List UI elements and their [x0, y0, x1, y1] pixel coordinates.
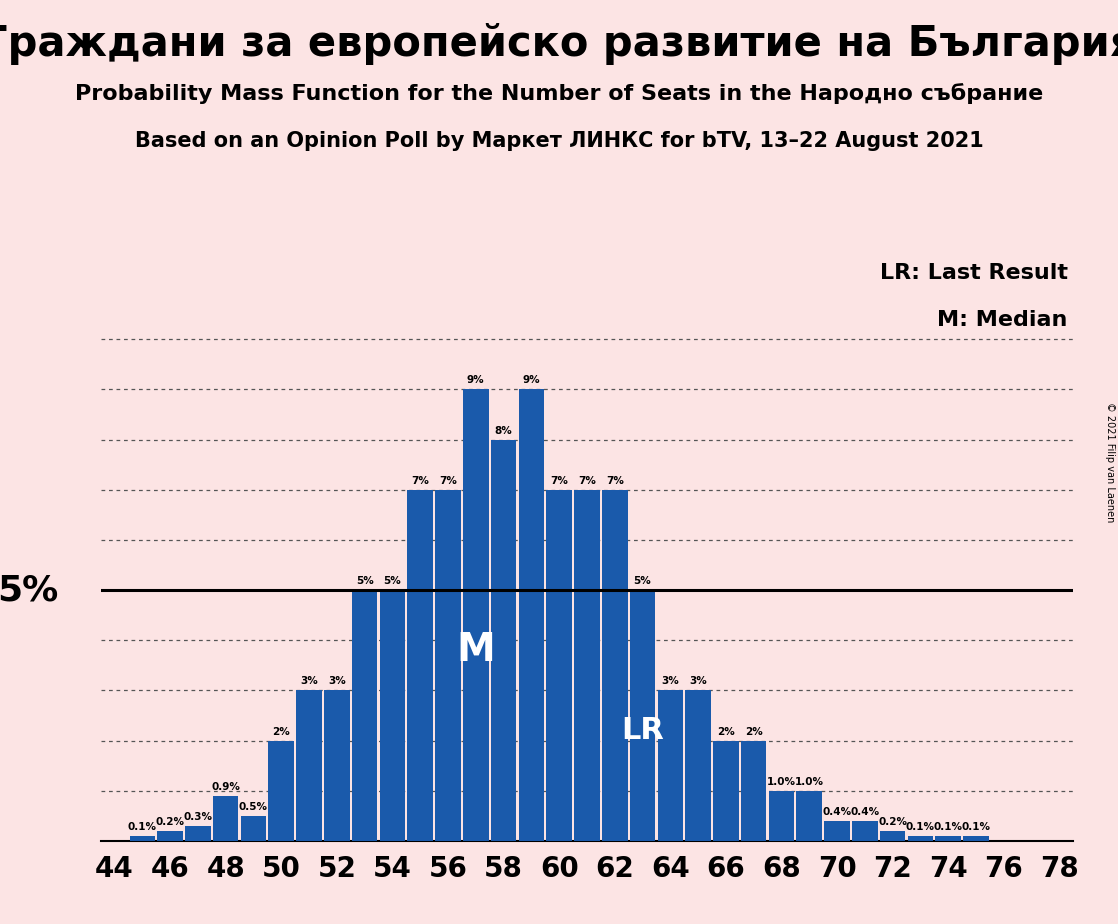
Text: 3%: 3%: [328, 676, 345, 687]
Text: 0.1%: 0.1%: [961, 821, 991, 832]
Bar: [324, 690, 350, 841]
Text: 0.1%: 0.1%: [934, 821, 963, 832]
Text: 0.1%: 0.1%: [127, 821, 157, 832]
Text: LR: Last Result: LR: Last Result: [880, 263, 1068, 284]
Bar: [741, 740, 767, 841]
Text: 2%: 2%: [273, 726, 291, 736]
Text: 5%: 5%: [0, 573, 58, 607]
Bar: [936, 836, 961, 841]
Bar: [186, 826, 210, 841]
Text: 0.1%: 0.1%: [906, 821, 935, 832]
Bar: [685, 690, 711, 841]
Bar: [601, 490, 627, 841]
Bar: [130, 836, 155, 841]
Text: 7%: 7%: [411, 476, 429, 486]
Text: Probability Mass Function for the Number of Seats in the Народно събрание: Probability Mass Function for the Number…: [75, 83, 1043, 104]
Text: Based on an Opinion Poll by Маркет ЛИНКС for bTV, 13–22 August 2021: Based on an Opinion Poll by Маркет ЛИНКС…: [134, 131, 984, 152]
Text: Граждани за европейско развитие на България: Граждани за европейско развитие на Бълга…: [0, 23, 1118, 65]
Text: 0.2%: 0.2%: [155, 817, 184, 827]
Bar: [380, 590, 405, 841]
Bar: [407, 490, 433, 841]
Text: © 2021 Filip van Laenen: © 2021 Filip van Laenen: [1106, 402, 1115, 522]
Text: 0.4%: 0.4%: [823, 807, 852, 817]
Text: 7%: 7%: [550, 476, 568, 486]
Text: 9%: 9%: [467, 375, 484, 385]
Bar: [629, 590, 655, 841]
Text: 3%: 3%: [662, 676, 680, 687]
Bar: [352, 590, 378, 841]
Text: LR: LR: [622, 716, 664, 745]
Bar: [657, 690, 683, 841]
Text: 0.3%: 0.3%: [183, 812, 212, 821]
Bar: [769, 791, 794, 841]
Bar: [713, 740, 739, 841]
Text: 3%: 3%: [300, 676, 318, 687]
Bar: [852, 821, 878, 841]
Bar: [158, 831, 183, 841]
Bar: [519, 389, 544, 841]
Text: 7%: 7%: [606, 476, 624, 486]
Text: 2%: 2%: [745, 726, 762, 736]
Text: 5%: 5%: [383, 576, 401, 586]
Text: 9%: 9%: [522, 375, 540, 385]
Bar: [880, 831, 906, 841]
Text: 7%: 7%: [578, 476, 596, 486]
Bar: [463, 389, 489, 841]
Bar: [212, 796, 238, 841]
Bar: [296, 690, 322, 841]
Text: 5%: 5%: [634, 576, 652, 586]
Text: 0.4%: 0.4%: [851, 807, 880, 817]
Bar: [908, 836, 934, 841]
Text: 8%: 8%: [494, 426, 512, 435]
Text: 1.0%: 1.0%: [795, 777, 824, 786]
Text: M: Median: M: Median: [937, 310, 1068, 330]
Bar: [796, 791, 822, 841]
Bar: [435, 490, 461, 841]
Bar: [240, 816, 266, 841]
Bar: [575, 490, 599, 841]
Text: 3%: 3%: [689, 676, 707, 687]
Text: 0.2%: 0.2%: [878, 817, 907, 827]
Text: 7%: 7%: [439, 476, 457, 486]
Text: 0.9%: 0.9%: [211, 782, 240, 792]
Bar: [964, 836, 988, 841]
Text: 0.5%: 0.5%: [239, 802, 268, 812]
Text: 2%: 2%: [717, 726, 735, 736]
Text: 5%: 5%: [356, 576, 373, 586]
Bar: [268, 740, 294, 841]
Text: M: M: [456, 631, 495, 669]
Bar: [547, 490, 572, 841]
Bar: [824, 821, 850, 841]
Bar: [491, 440, 517, 841]
Text: 1.0%: 1.0%: [767, 777, 796, 786]
